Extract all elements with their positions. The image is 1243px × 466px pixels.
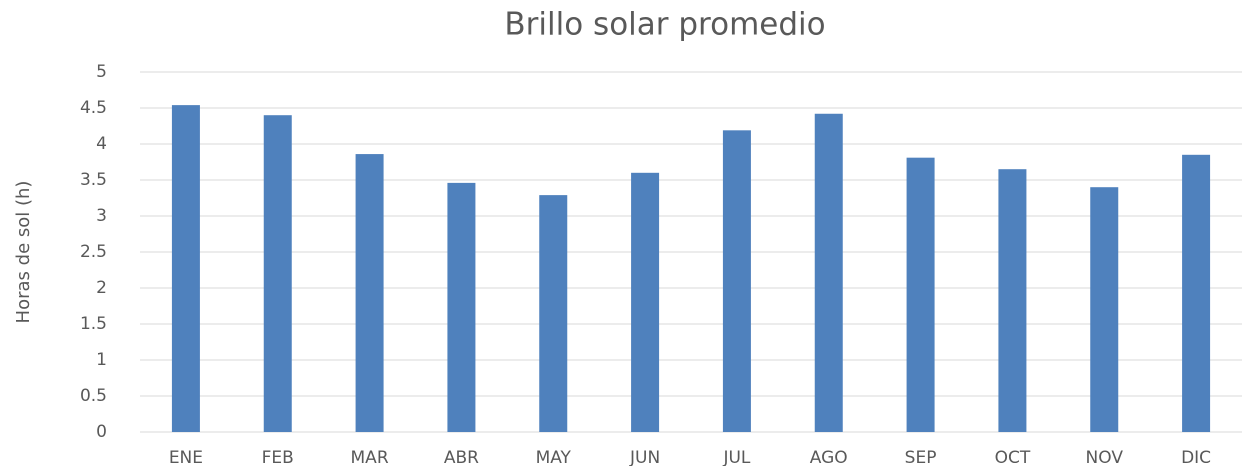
bar (263, 115, 292, 432)
y-tick-label: 3 (96, 206, 107, 226)
bar (447, 182, 476, 432)
x-tick-label: JUL (722, 448, 750, 466)
x-tick-label: ENE (169, 448, 203, 466)
y-tick-label: 5 (96, 62, 107, 82)
x-tick-label: FEB (262, 448, 294, 466)
bar (1090, 187, 1119, 432)
bar (171, 105, 200, 433)
chart-title: Brillo solar promedio (504, 7, 825, 43)
x-tick-label: AGO (810, 448, 848, 466)
x-tick-label: DIC (1181, 448, 1211, 466)
x-tick-label: NOV (1086, 448, 1124, 466)
bar (631, 172, 660, 433)
x-tick-label: MAR (351, 448, 389, 466)
bar (998, 169, 1027, 432)
bar (722, 130, 751, 432)
x-tick-label: OCT (995, 448, 1031, 466)
y-tick-label: 4 (96, 134, 107, 154)
x-tick-label: JUN (629, 448, 660, 466)
bar (1182, 154, 1211, 433)
y-axis-label: Horas de sol (h) (13, 181, 34, 324)
x-tick-label: ABR (444, 448, 479, 466)
bar (539, 195, 568, 432)
y-tick-label: 3.5 (80, 170, 107, 190)
bar (355, 154, 384, 432)
y-tick-label: 4.5 (80, 98, 107, 118)
bar (814, 113, 843, 432)
bar (906, 157, 935, 432)
x-tick-label: SEP (905, 448, 937, 466)
y-tick-label: 1.5 (80, 314, 107, 334)
y-tick-label: 0.5 (80, 386, 107, 406)
y-tick-label: 2.5 (80, 242, 107, 262)
y-tick-label: 0 (96, 422, 107, 442)
y-tick-label: 1 (96, 350, 107, 370)
y-tick-label: 2 (96, 278, 107, 298)
x-tick-label: MAY (536, 448, 572, 466)
